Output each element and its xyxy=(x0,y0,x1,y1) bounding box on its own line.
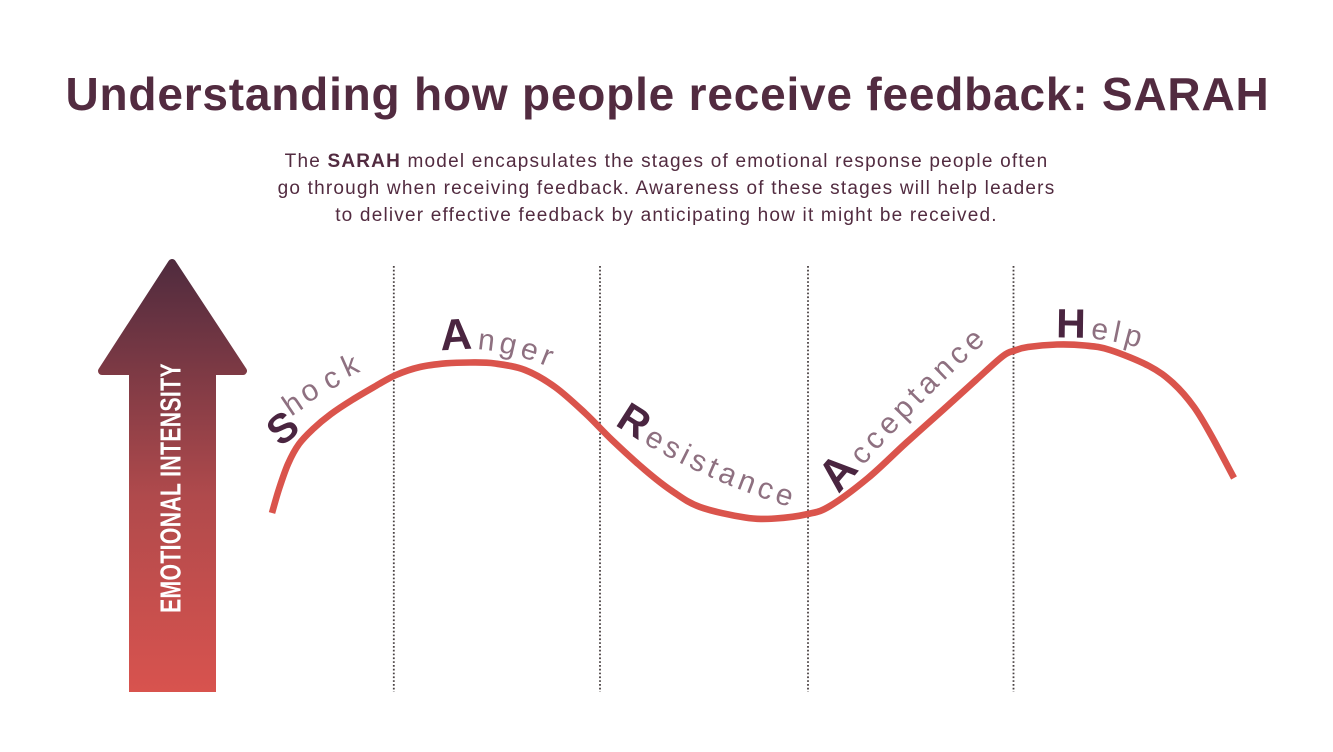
svg-text:k: k xyxy=(337,347,365,384)
svg-text:EMOTIONAL INTENSITY: EMOTIONAL INTENSITY xyxy=(155,363,187,613)
svg-text:Resistance: Resistance xyxy=(609,394,801,515)
svg-text:Acceptance: Acceptance xyxy=(807,319,994,501)
